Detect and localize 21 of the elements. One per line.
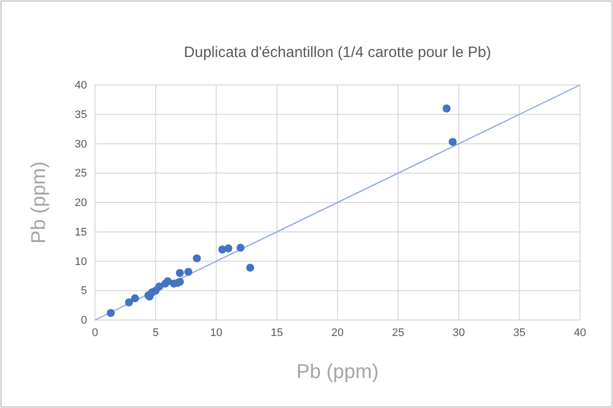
y-tick-label: 15	[74, 226, 87, 238]
x-tick-label: 30	[452, 326, 465, 339]
x-tick-label: 5	[152, 326, 159, 339]
x-tick-label: 15	[270, 326, 283, 339]
x-tick-label: 0	[92, 326, 98, 339]
x-tick-label: 20	[331, 326, 344, 339]
y-axis-title: Pb (ppm)	[28, 161, 50, 244]
x-axis-title: Pb (ppm)	[296, 361, 379, 383]
y-tick-label: 0	[80, 314, 87, 327]
y-tick-label: 30	[74, 138, 87, 150]
y-tick-label: 20	[74, 197, 87, 210]
y-tick-label: 5	[80, 285, 87, 298]
y-tick-label: 35	[74, 108, 87, 121]
y-tick-label: 40	[74, 80, 87, 92]
x-tick-label: 25	[392, 326, 404, 339]
x-tick-label: 40	[574, 326, 586, 339]
chart-title: Duplicata d'échantillon (1/4 carotte pour le Pb)	[184, 44, 492, 61]
y-tick-label: 25	[74, 168, 87, 180]
x-tick-label: 10	[210, 326, 222, 339]
x-tick-label: 35	[513, 326, 526, 339]
y-tick-label: 10	[74, 256, 87, 268]
